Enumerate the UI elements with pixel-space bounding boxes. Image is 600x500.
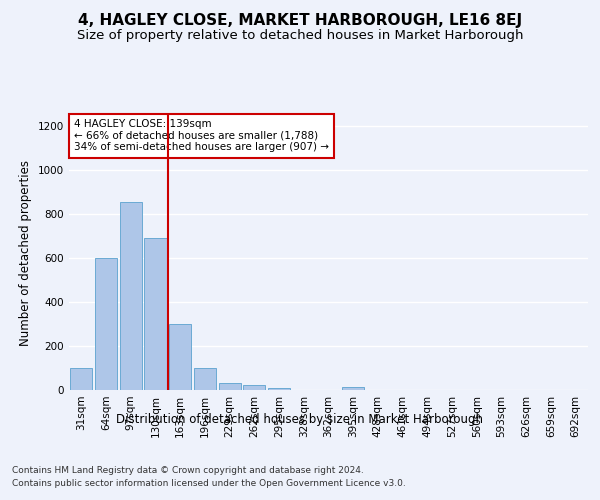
Text: Contains public sector information licensed under the Open Government Licence v3: Contains public sector information licen… xyxy=(12,479,406,488)
Text: Distribution of detached houses by size in Market Harborough: Distribution of detached houses by size … xyxy=(116,412,484,426)
Bar xyxy=(218,384,241,390)
Text: 4 HAGLEY CLOSE: 139sqm
← 66% of detached houses are smaller (1,788)
34% of semi-: 4 HAGLEY CLOSE: 139sqm ← 66% of detached… xyxy=(74,119,329,152)
Bar xyxy=(342,386,364,390)
Y-axis label: Number of detached properties: Number of detached properties xyxy=(19,160,32,346)
Bar xyxy=(119,202,142,390)
Bar xyxy=(95,258,117,390)
Bar xyxy=(169,324,191,390)
Bar xyxy=(243,385,265,390)
Text: 4, HAGLEY CLOSE, MARKET HARBOROUGH, LE16 8EJ: 4, HAGLEY CLOSE, MARKET HARBOROUGH, LE16… xyxy=(78,12,522,28)
Bar xyxy=(70,368,92,390)
Text: Contains HM Land Registry data © Crown copyright and database right 2024.: Contains HM Land Registry data © Crown c… xyxy=(12,466,364,475)
Bar xyxy=(268,388,290,390)
Bar xyxy=(194,368,216,390)
Bar xyxy=(145,238,167,390)
Text: Size of property relative to detached houses in Market Harborough: Size of property relative to detached ho… xyxy=(77,29,523,42)
